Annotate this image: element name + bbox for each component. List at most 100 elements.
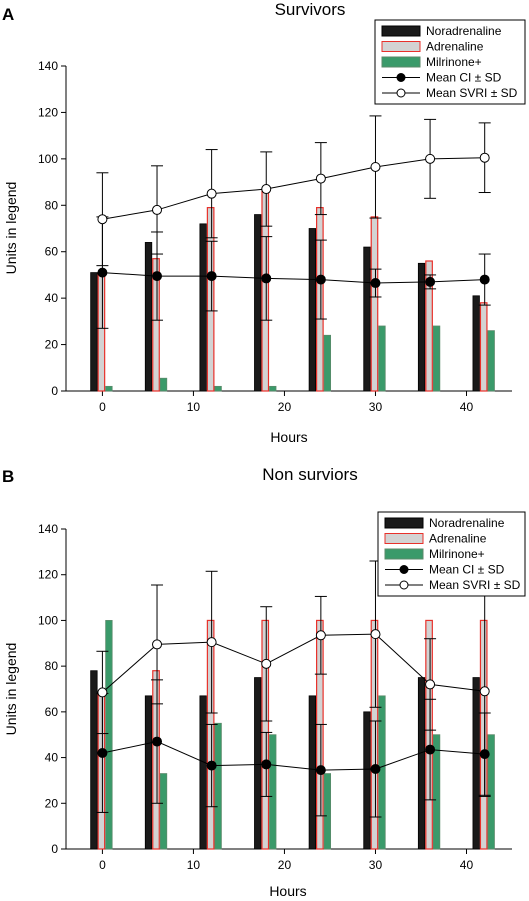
bar-adrenaline xyxy=(370,619,379,850)
bar-milrinone xyxy=(159,377,168,392)
x-tick-label: 30 xyxy=(369,858,383,872)
y-tick-label: 60 xyxy=(45,705,59,719)
y-tick-label: 80 xyxy=(45,198,59,212)
bar-adrenaline xyxy=(152,258,160,392)
ci-point xyxy=(425,276,436,287)
svri-series-line xyxy=(102,157,485,220)
bar-milrinone xyxy=(269,385,277,392)
bar-noradrenaline xyxy=(90,670,98,850)
svri-point xyxy=(152,639,163,650)
y-tick-label: 20 xyxy=(45,796,59,810)
x-tick-label: 10 xyxy=(187,400,201,414)
legend-swatch xyxy=(381,56,421,68)
bar-milrinone xyxy=(378,695,386,850)
svri-point xyxy=(479,686,490,697)
bar-milrinone xyxy=(105,620,113,850)
legend-marker xyxy=(399,565,409,574)
bar-adrenaline xyxy=(479,302,488,392)
x-tick-label: 10 xyxy=(187,858,201,872)
bar-adrenaline xyxy=(97,272,106,392)
y-tick-label: 80 xyxy=(45,659,59,673)
y-tick-label: 120 xyxy=(38,568,58,582)
legend-marker xyxy=(399,580,409,590)
legend-swatch xyxy=(384,517,424,529)
svri-point xyxy=(206,188,217,199)
svri-point xyxy=(370,161,381,172)
svri-point xyxy=(315,630,326,641)
bar-noradrenaline xyxy=(308,695,317,850)
bar-adrenaline xyxy=(316,619,324,850)
svri-point xyxy=(370,629,381,640)
bar-adrenaline xyxy=(316,207,324,392)
ci-point xyxy=(315,274,326,285)
x-tick-label: 20 xyxy=(278,858,292,872)
bar-noradrenaline xyxy=(308,228,317,392)
bar-adrenaline xyxy=(97,692,106,850)
ci-series-line xyxy=(102,272,485,284)
legend-label: Mean CI ± SD xyxy=(429,563,505,577)
svri-point xyxy=(425,679,436,690)
ci-point xyxy=(370,278,381,289)
bar-milrinone xyxy=(269,734,277,850)
x-tick-label: 0 xyxy=(99,400,106,414)
bar-adrenaline xyxy=(152,670,160,850)
ci-point xyxy=(370,764,381,774)
ci-point xyxy=(97,267,108,278)
bar-adrenaline xyxy=(425,260,433,392)
y-tick-label: 100 xyxy=(38,613,58,627)
chart-title: Survivors xyxy=(275,0,346,19)
y-tick-label: 60 xyxy=(45,245,59,259)
svri-point xyxy=(97,687,108,698)
bar-milrinone xyxy=(432,734,441,850)
chart-title: Non surviors xyxy=(262,465,357,484)
bar-noradrenaline xyxy=(472,677,480,850)
panel-label: B xyxy=(2,467,14,486)
bar-milrinone xyxy=(323,773,332,850)
legend-label: Adrenaline xyxy=(426,40,484,54)
legend-swatch xyxy=(384,533,424,544)
legend-label: Milrinone+ xyxy=(429,547,485,561)
y-tick-label: 20 xyxy=(45,338,59,352)
bar-milrinone xyxy=(105,385,113,392)
ci-point xyxy=(152,736,163,747)
x-axis-label: Hours xyxy=(270,429,307,445)
legend-label: Milrinone+ xyxy=(426,55,482,69)
legend-label: Mean CI ± SD xyxy=(426,71,502,85)
bar-milrinone xyxy=(432,325,441,392)
panel-b: B Non surviors Units in legend Hours 0 20… xyxy=(2,465,526,899)
bar-noradrenaline xyxy=(363,246,371,392)
bar-milrinone xyxy=(378,325,386,392)
legend-label: Adrenaline xyxy=(429,532,487,546)
svri-point xyxy=(425,153,436,164)
panel-a: A Survivors Units in legend Hours 0 20 40 6… xyxy=(2,0,526,445)
y-axis-label: Units in legend xyxy=(3,182,19,275)
legend-label: Mean SVRI ± SD xyxy=(426,86,518,100)
plot-area: 0 20 40 60 80 100 120 140 0 10 20 30 40 Noradrenaline… xyxy=(38,511,526,872)
svri-point xyxy=(315,173,326,184)
bar-noradrenaline xyxy=(417,677,426,850)
svri-point xyxy=(206,637,217,648)
bar-adrenaline xyxy=(370,216,379,392)
bar-milrinone xyxy=(159,773,168,850)
bar-adrenaline xyxy=(206,619,215,850)
ci-point xyxy=(261,273,272,284)
y-axis-label: Units in legend xyxy=(3,643,19,736)
y-tick-label: 40 xyxy=(45,291,59,305)
ci-point xyxy=(152,271,163,282)
bar-noradrenaline xyxy=(199,223,207,392)
bar-adrenaline xyxy=(479,619,488,850)
ci-point xyxy=(425,744,436,755)
x-tick-label: 20 xyxy=(278,400,292,414)
legend-swatch xyxy=(381,25,421,37)
legend-swatch xyxy=(384,548,424,560)
bar-noradrenaline xyxy=(363,711,371,850)
x-tick-label: 0 xyxy=(99,858,106,872)
plot-area: 0 20 40 60 80 100 120 140 0 10 20 30 40 Noradrenaline… xyxy=(38,19,526,414)
bar-noradrenaline xyxy=(254,677,262,850)
x-axis-label: Hours xyxy=(269,883,306,899)
bar-milrinone xyxy=(323,334,332,392)
y-tick-label: 120 xyxy=(38,105,58,119)
bar-milrinone xyxy=(214,385,222,392)
